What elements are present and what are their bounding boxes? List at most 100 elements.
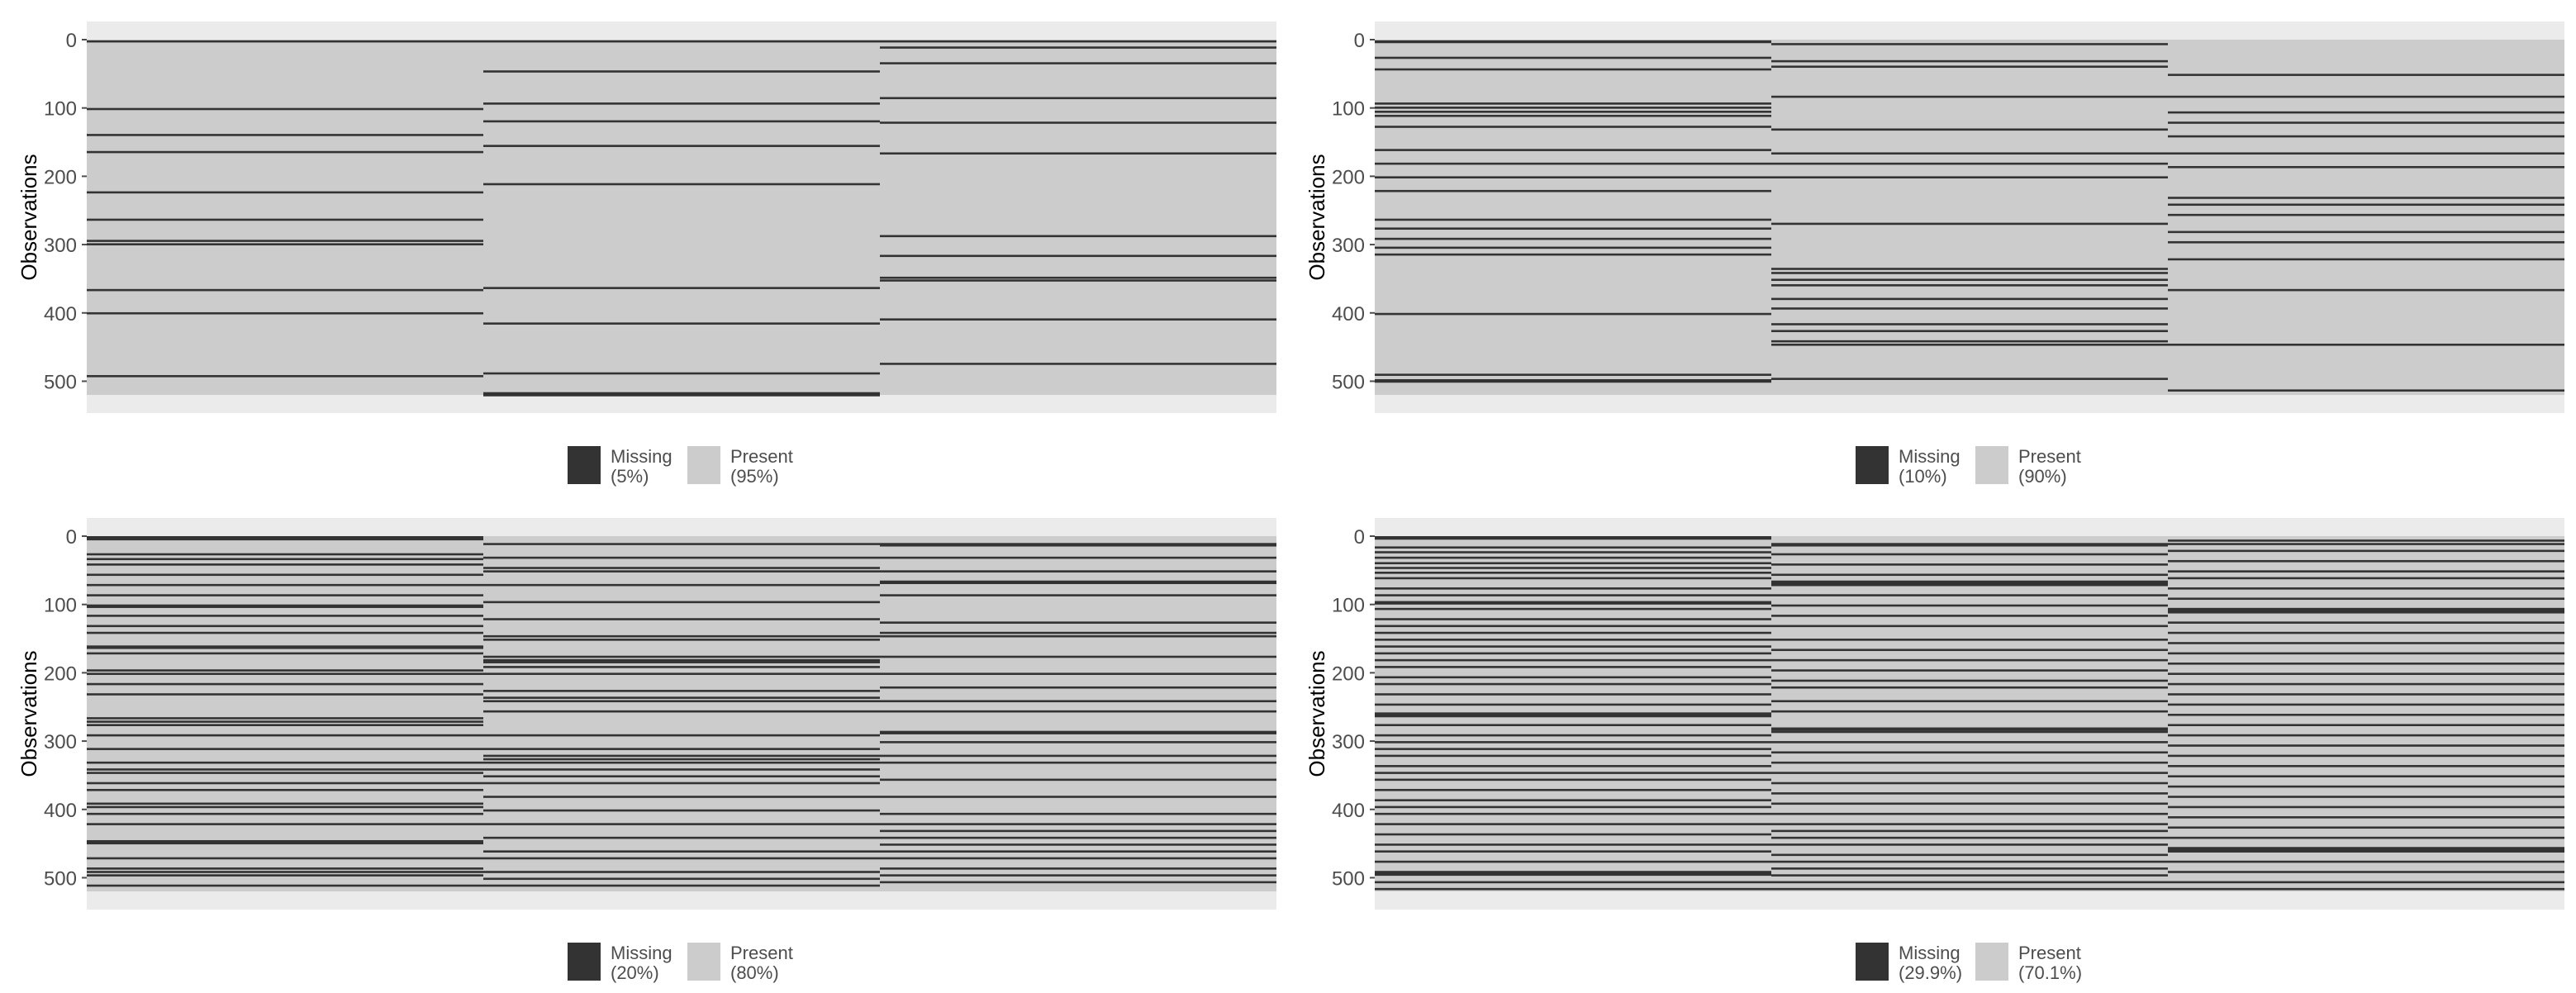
missing-row-mark [2168, 836, 2564, 839]
missing-row-mark [1771, 307, 2168, 310]
missing-row-mark [1771, 128, 2168, 131]
missing-row-mark [87, 805, 483, 809]
missing-row-mark [1771, 860, 2168, 863]
y-tick-label: 0 [66, 30, 77, 52]
missing-row-mark [880, 544, 1276, 547]
missing-row-mark [1375, 68, 1771, 71]
missing-row-mark [1771, 887, 2168, 891]
missing-row-mark [483, 696, 880, 699]
y-tick-label: 100 [1332, 595, 1365, 617]
missing-row-mark [1771, 625, 2168, 628]
heatmap-panel-20pct: 0 100 200 300 400 500 Observations Missing (20%)… [0, 496, 1288, 993]
missing-row-mark [483, 758, 880, 761]
missing-row-mark [880, 363, 1276, 365]
missing-row-mark [2168, 152, 2564, 155]
y-tick-label: 300 [44, 235, 77, 257]
missing-row-mark [1771, 594, 2168, 596]
missing-row-mark [1771, 378, 2168, 380]
missing-row-mark [1375, 631, 1771, 634]
missing-row-mark [1771, 573, 2168, 577]
missing-row-mark [1375, 812, 1771, 815]
heatmap-panel-10pct: 0 100 200 300 400 500 Observations Missing (10%)… [1288, 0, 2576, 496]
y-tick-label: 100 [44, 595, 77, 617]
missing-row-mark [1375, 805, 1771, 809]
missing-row-mark [87, 594, 483, 596]
missing-row-mark [87, 631, 483, 634]
missing-row-mark [2168, 213, 2564, 216]
missing-row-mark [1375, 639, 1771, 641]
y-tick-label: 300 [44, 731, 77, 753]
missing-row-mark [1771, 686, 2168, 689]
missing-row-mark [1375, 567, 1771, 569]
missing-row-mark [1771, 751, 2168, 754]
missing-row-mark [1771, 162, 2168, 165]
missing-row-mark [1771, 881, 2168, 884]
missing-row-mark [1375, 189, 1771, 192]
missing-row-mark [87, 823, 483, 825]
missing-row-mark [2168, 652, 2564, 655]
missing-row-mark [880, 40, 1276, 43]
missing-row-mark [2168, 74, 2564, 76]
missing-row-mark [483, 120, 880, 123]
missing-row-mark [1771, 874, 2168, 877]
present-cells-column [1771, 40, 2168, 395]
heatmap-panel-29-9pct: 0 100 200 300 400 500 Observations Missing (29.9… [1288, 496, 2576, 993]
missing-row-mark [1771, 802, 2168, 805]
missingness-heatmap-5pct: 0 100 200 300 400 500 Observations Missing(5%) P… [17, 21, 1276, 487]
missing-row-mark [880, 152, 1276, 155]
missing-row-mark [880, 254, 1276, 258]
missing-row-mark [880, 754, 1276, 758]
missing-row-mark [1375, 714, 1771, 716]
missing-row-mark [483, 322, 880, 325]
legend-missing-pct: (29.9%) [1899, 962, 1962, 983]
missing-row-mark [1375, 562, 1771, 565]
missing-row-mark [1375, 556, 1771, 559]
present-cells-column [483, 536, 880, 891]
legend-missing-swatch [568, 943, 601, 981]
missing-row-mark [2168, 559, 2564, 563]
legend-present-swatch [1975, 446, 2008, 484]
missing-row-mark [87, 583, 483, 587]
missing-row-mark [880, 580, 1276, 583]
missing-row-mark [1375, 772, 1771, 774]
missing-row-mark [1375, 380, 1771, 383]
missing-row-mark [1771, 823, 2168, 825]
missing-row-mark [87, 218, 483, 221]
y-tick-label: 500 [44, 371, 77, 393]
missing-row-mark [483, 710, 880, 713]
missing-row-mark [87, 191, 483, 194]
missing-row-mark [880, 881, 1276, 884]
missing-row-mark [87, 150, 483, 154]
missing-row-mark [483, 102, 880, 105]
missing-row-mark [483, 567, 880, 569]
y-axis-title: Observations [1305, 154, 1329, 280]
missing-row-mark [880, 778, 1276, 782]
missing-row-mark [87, 107, 483, 111]
missing-row-mark [483, 183, 880, 186]
missing-row-mark [483, 639, 880, 641]
missing-row-mark [880, 850, 1276, 853]
missing-row-mark [87, 782, 483, 785]
missing-row-mark [2168, 693, 2564, 696]
missing-row-mark [1375, 799, 1771, 801]
legend-missing-pct: (5%) [611, 466, 649, 487]
missing-row-mark [1375, 102, 1771, 105]
missing-row-mark [1375, 373, 1771, 376]
missing-row-mark [483, 601, 880, 604]
missing-row-mark [483, 70, 880, 73]
missing-row-mark [1375, 126, 1771, 128]
missing-row-mark [1771, 176, 2168, 178]
missing-row-mark [1771, 792, 2168, 795]
missing-row-mark [87, 867, 483, 870]
missing-row-mark [1375, 741, 1771, 744]
missing-row-mark [1375, 56, 1771, 59]
missing-row-mark [1771, 582, 2168, 585]
missing-row-mark [1375, 843, 1771, 846]
missing-row-mark [1375, 114, 1771, 117]
missing-row-mark [1375, 703, 1771, 706]
legend-present-swatch [1975, 943, 2008, 981]
legend-missing-label: Missing [611, 943, 673, 963]
missing-row-mark [1771, 639, 2168, 641]
y-tick-label: 400 [44, 303, 77, 325]
missing-row-mark [1771, 583, 2168, 587]
